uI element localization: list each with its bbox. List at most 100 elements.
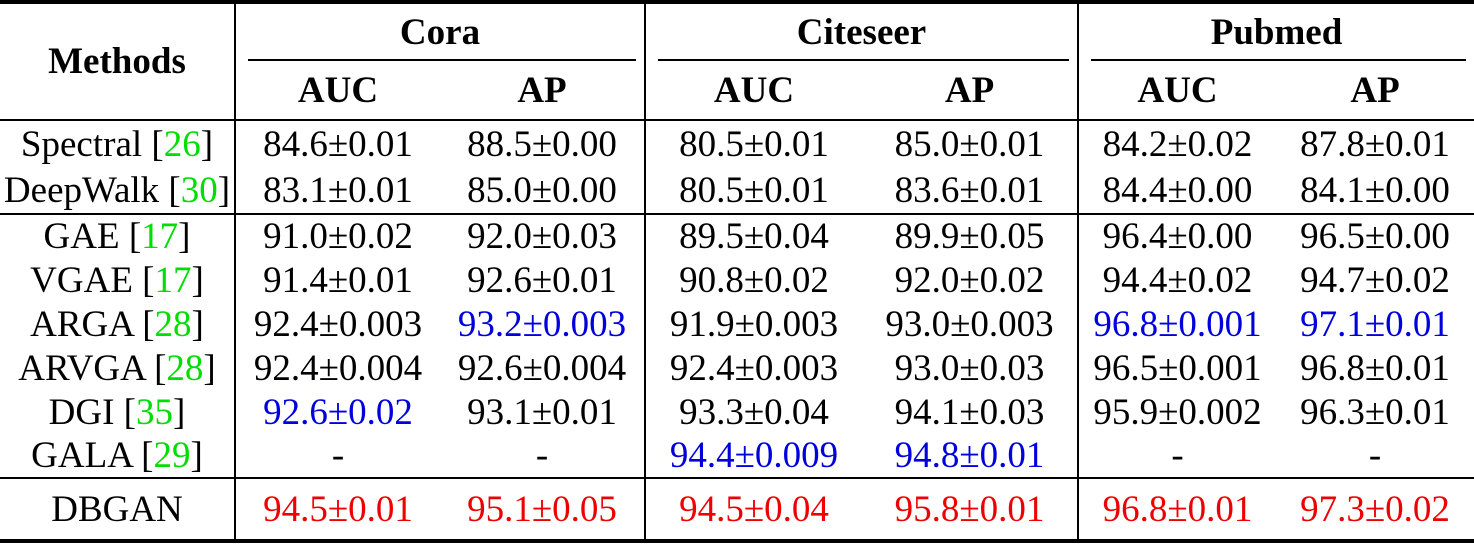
table-row: VGAE [17] 91.4±0.01 92.6±0.01 90.8±0.02 92.0…	[0, 258, 1474, 302]
table-row: ARGA [28] 92.4±0.003 93.2±0.003 91.9±0.003 9…	[0, 302, 1474, 346]
method-name: ARVGA	[18, 347, 145, 389]
value-cell: 94.8±0.01	[894, 435, 1045, 476]
value-cell: 84.4±0.00	[1077, 167, 1277, 214]
value-cell: 91.9±0.003	[644, 302, 862, 346]
value-cell: 93.1±0.01	[467, 391, 617, 433]
value-cell: 97.1±0.01	[1300, 303, 1450, 345]
value-cell: 96.8±0.01	[1077, 478, 1277, 541]
method-name: ARGA	[30, 303, 133, 345]
value-cell: 96.8±0.001	[1077, 302, 1277, 346]
value-cell: 92.0±0.03	[467, 216, 617, 257]
method-name: DeepWalk	[3, 169, 160, 211]
value-cell: 94.5±0.04	[644, 478, 862, 541]
value-cell: -	[1077, 434, 1277, 478]
citation-ref: 29	[153, 435, 191, 476]
method-name: Spectral	[20, 123, 143, 165]
table-row: Spectral [26] 84.6±0.01 88.5±0.00 80.5±0.01…	[0, 120, 1474, 167]
method-name: GAE	[43, 216, 120, 257]
value-cell: 85.0±0.01	[894, 123, 1045, 165]
value-cell: 95.1±0.05	[467, 488, 617, 530]
value-cell: 92.4±0.004	[234, 346, 440, 390]
method-cell: DBGAN	[0, 478, 235, 541]
citation-ref: 26	[163, 123, 201, 165]
subheader-citeseer-auc: AUC	[644, 61, 862, 120]
citation-ref: 28	[154, 303, 192, 345]
value-cell: -	[1368, 435, 1382, 476]
citation-ref: 35	[136, 391, 173, 433]
subheader-pubmed-auc: AUC	[1077, 61, 1277, 120]
value-cell: 94.4±0.02	[1077, 258, 1277, 302]
value-cell: 96.5±0.001	[1077, 346, 1277, 390]
value-cell: 95.8±0.01	[894, 488, 1045, 530]
value-cell: 96.8±0.01	[1300, 347, 1450, 389]
value-cell: 92.0±0.02	[894, 259, 1045, 301]
table-section-3: DBGAN 94.5±0.01 95.1±0.05 94.5±0.04 95.8±0.0…	[0, 478, 1474, 541]
method-name: DGI	[48, 391, 115, 433]
value-cell: 92.6±0.02	[234, 390, 440, 434]
value-cell: 85.0±0.00	[467, 169, 617, 211]
table-header: Methods Cora Citeseer Pubmed AUC AP AUC …	[0, 2, 1474, 120]
method-cell: GAE [17]	[43, 216, 191, 257]
subheader-cora-ap: AP	[517, 69, 567, 111]
value-cell: 96.3±0.01	[1300, 391, 1450, 433]
value-cell: 95.9±0.002	[1077, 390, 1277, 434]
table-section-2: GAE [17] 91.0±0.02 92.0±0.03 89.5±0.04 89.9±…	[0, 214, 1474, 478]
value-cell: 83.6±0.01	[894, 169, 1045, 211]
value-cell: 92.4±0.003	[234, 302, 440, 346]
method-cell: GALA [29]	[31, 435, 203, 476]
value-cell: 84.6±0.01	[234, 120, 440, 167]
citation-ref: 17	[154, 259, 192, 301]
value-cell: 84.2±0.02	[1077, 120, 1277, 167]
value-cell: 90.8±0.02	[644, 258, 862, 302]
table-row: DBGAN 94.5±0.01 95.1±0.05 94.5±0.04 95.8±0.0…	[0, 478, 1474, 541]
value-cell: 91.0±0.02	[234, 214, 440, 258]
citation-ref: 17	[141, 216, 179, 257]
group-header-citeseer: Citeseer	[643, 2, 1079, 61]
value-cell: 93.3±0.04	[644, 390, 862, 434]
table-row: GAE [17] 91.0±0.02 92.0±0.03 89.5±0.04 89.9±…	[0, 214, 1474, 258]
value-cell: 93.0±0.003	[885, 303, 1054, 345]
table-section-1: Spectral [26] 84.6±0.01 88.5±0.00 80.5±0.01…	[0, 120, 1474, 214]
value-cell: 87.8±0.01	[1300, 123, 1450, 165]
group-header-cora: Cora	[234, 2, 645, 61]
value-cell: 92.6±0.01	[467, 259, 617, 301]
table-row: GALA [29] - -94.4±0.009 94.8±0.01- -	[0, 434, 1474, 478]
method-cell: VGAE [17]	[30, 259, 204, 301]
value-cell: 92.6±0.004	[457, 347, 627, 389]
value-cell: 80.5±0.01	[644, 120, 862, 167]
value-cell: -	[234, 434, 440, 478]
value-cell: 89.9±0.05	[894, 216, 1045, 257]
value-cell: 89.5±0.04	[644, 214, 862, 258]
subheader-citeseer-ap: AP	[944, 69, 995, 111]
subheader-cora-auc: AUC	[234, 61, 440, 120]
value-cell: 94.4±0.009	[644, 434, 862, 478]
method-name: VGAE	[30, 259, 133, 301]
value-cell: 96.4±0.00	[1077, 214, 1277, 258]
value-cell: 97.3±0.02	[1300, 488, 1450, 530]
methods-column-header: Methods	[48, 41, 186, 82]
method-cell: ARVGA [28]	[18, 347, 216, 389]
method-cell: DGI [35]	[48, 391, 186, 433]
value-cell: 96.5±0.00	[1300, 216, 1450, 257]
value-cell: 80.5±0.01	[644, 167, 862, 214]
value-cell: 91.4±0.01	[234, 258, 440, 302]
subheader-pubmed-ap: AP	[1350, 69, 1400, 111]
value-cell: 94.5±0.01	[234, 478, 440, 541]
value-cell: 88.5±0.00	[467, 123, 617, 165]
group-header-pubmed: Pubmed	[1077, 2, 1474, 61]
value-cell: 93.2±0.003	[457, 303, 627, 345]
method-name: GALA	[31, 435, 132, 476]
method-name: DBGAN	[51, 488, 183, 530]
value-cell: 94.7±0.02	[1300, 259, 1450, 301]
method-cell: DeepWalk [30]	[3, 169, 231, 211]
value-cell: 83.1±0.01	[234, 167, 440, 214]
value-cell: 94.1±0.03	[894, 391, 1045, 433]
value-cell: 93.0±0.03	[894, 347, 1045, 389]
method-cell: Spectral [26]	[20, 123, 214, 165]
citation-ref: 30	[180, 169, 218, 211]
value-cell: 84.1±0.00	[1300, 169, 1450, 211]
method-cell: ARGA [28]	[30, 303, 204, 345]
table-row: ARVGA [28] 92.4±0.004 92.6±0.004 92.4±0.003…	[0, 346, 1474, 390]
